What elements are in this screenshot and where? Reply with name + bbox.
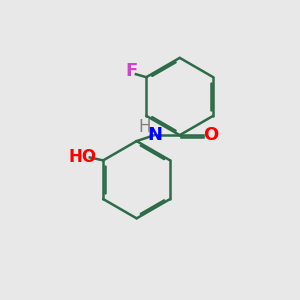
Text: HO: HO xyxy=(68,148,96,166)
Text: F: F xyxy=(125,62,137,80)
Text: H: H xyxy=(139,118,151,136)
Text: O: O xyxy=(203,126,218,144)
Text: N: N xyxy=(147,126,162,144)
